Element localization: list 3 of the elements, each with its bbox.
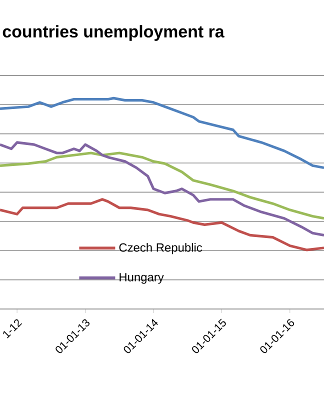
legend-label: Czech Republic [119, 242, 202, 254]
chart-title: countries unemployment ra [2, 25, 224, 41]
legend-label: Hungary [120, 273, 164, 284]
